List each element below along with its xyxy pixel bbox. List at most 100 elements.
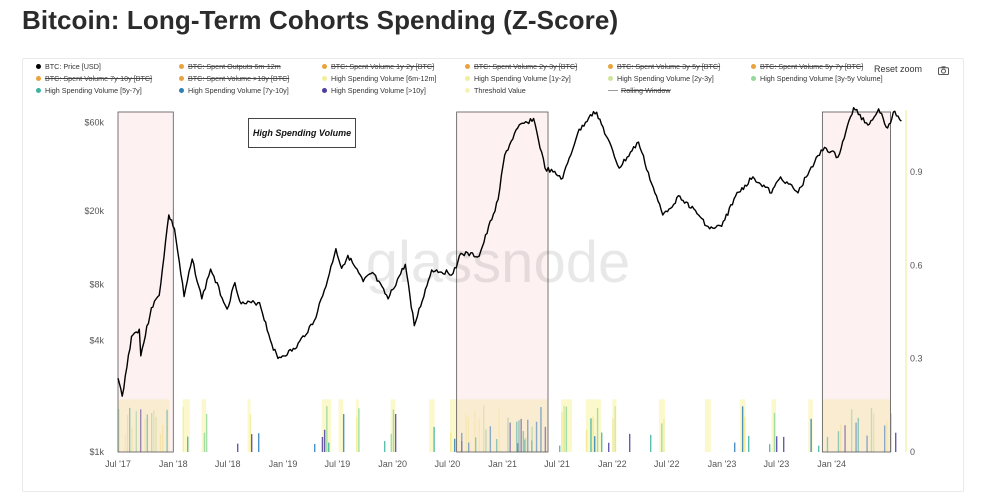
spending-bar-105	[818, 445, 820, 452]
y-tick-label-3: $20k	[84, 206, 104, 216]
spending-bar-39	[498, 407, 500, 452]
spending-bar-70	[839, 424, 842, 452]
spending-bar-21	[323, 429, 326, 452]
spending-bar-50	[540, 407, 542, 452]
y-axis-left: $1k $4k $8k $20k $60k	[84, 117, 104, 457]
y-right-tick-label-2: 0.6	[910, 260, 923, 270]
legend-label: High Spending Volume [3y-5y Volume]	[760, 74, 883, 83]
spending-bar-40	[507, 417, 509, 452]
x-tick-label-4: Jul '19	[324, 459, 350, 469]
legend-item-6[interactable]: BTC: Spent Volume 7y-10y [BTC]	[36, 74, 152, 83]
legend-item-12[interactable]: High Spending Volume [5y-7y]	[36, 86, 142, 95]
legend-label: Rolling Window	[621, 86, 671, 95]
y-right-tick-label-1: 0.3	[910, 354, 923, 364]
legend-swatch	[608, 64, 613, 69]
x-tick-label-9: Jan '22	[598, 459, 627, 469]
legend-item-7[interactable]: BTC: Spent Volume >10y [BTC]	[179, 74, 289, 83]
legend-item-5[interactable]: BTC: Spent Volume 5y-7y [BTC]	[751, 62, 863, 71]
legend-item-0[interactable]: BTC: Price [USD]	[36, 62, 101, 71]
spending-bar-32	[465, 414, 467, 452]
legend-item-1[interactable]: BTC: Spent Outputs 6m-12m	[179, 62, 281, 71]
spending-bar-101	[734, 442, 736, 452]
legend-item-11[interactable]: High Spending Volume [3y-5y Volume]	[751, 74, 883, 83]
spending-bar-38	[489, 426, 492, 452]
spending-bar-47	[527, 419, 529, 452]
legend-item-8[interactable]: High Spending Volume [6m-12m]	[322, 74, 436, 83]
spending-bar-22	[326, 406, 328, 452]
spending-bar-65	[773, 412, 776, 452]
spending-bar-23	[342, 414, 345, 452]
x-tick-label-8: Jul '21	[544, 459, 570, 469]
spending-bar-55	[585, 429, 588, 452]
legend-item-15[interactable]: Threshold Value	[465, 86, 526, 95]
reset-zoom-button[interactable]: Reset zoom	[874, 64, 923, 74]
y-tick-label-2: $8k	[89, 280, 104, 290]
threshold-band-12	[612, 399, 617, 452]
legend-label: High Spending Volume [2y-3y]	[617, 74, 714, 83]
spending-bar-17	[203, 432, 206, 452]
legend-item-16[interactable]: Rolling Window	[608, 86, 671, 95]
spending-bar-81	[237, 443, 239, 452]
spending-bar-63	[741, 406, 744, 452]
x-tick-label-5: Jan '20	[378, 459, 407, 469]
chart-legend: BTC: Price [USD] BTC: Spent Outputs 6m-12…	[36, 62, 896, 98]
legend-swatch	[751, 64, 756, 69]
spending-bar-28	[394, 413, 397, 452]
legend-item-4[interactable]: BTC: Spent Volume 3y-5y [BTC]	[608, 62, 720, 71]
legend-item-13[interactable]: High Spending Volume [7y-10y]	[179, 86, 289, 95]
x-tick-label-7: Jan '21	[488, 459, 517, 469]
spending-volume-bars	[118, 405, 897, 452]
spending-bar-75	[866, 435, 868, 452]
spending-bar-20	[321, 436, 324, 452]
spending-bar-66	[775, 436, 778, 452]
spending-bar-71	[844, 425, 846, 452]
legend-label: High Spending Volume [1y-2y]	[474, 74, 571, 83]
legend-swatch	[751, 76, 756, 81]
spending-bar-96	[594, 436, 596, 452]
y-right-tick-label-0: 0	[910, 447, 915, 457]
spending-bar-103	[769, 444, 771, 452]
x-tick-label-13: Jan '24	[817, 459, 846, 469]
spending-bar-52	[561, 411, 563, 452]
legend-label: BTC: Spent Volume 5y-7y [BTC]	[760, 62, 864, 71]
legend-swatch	[465, 76, 470, 81]
spending-bar-42	[516, 421, 518, 452]
legend-item-9[interactable]: High Spending Volume [1y-2y]	[465, 74, 571, 83]
threshold-band-5	[338, 399, 344, 452]
legend-swatch	[179, 88, 184, 93]
spending-bar-24	[355, 417, 358, 452]
legend-swatch	[36, 76, 41, 81]
spending-bar-25	[358, 408, 360, 452]
legend-label: BTC: Spent Outputs 6m-12m	[188, 62, 281, 71]
spending-bar-35	[478, 418, 481, 452]
legend-item-2[interactable]: BTC: Spent Volume 1y-2y [BTC]	[322, 62, 434, 71]
legend-item-3[interactable]: BTC: Spent Volume 2y-3y [BTC]	[465, 62, 577, 71]
spending-bar-11	[155, 416, 157, 452]
spending-bar-7	[144, 419, 146, 452]
spending-bar-30	[450, 432, 452, 452]
legend-item-10[interactable]: High Spending Volume [2y-3y]	[608, 74, 714, 83]
spending-bar-73	[855, 422, 857, 452]
legend-label: High Spending Volume [7y-10y]	[188, 86, 289, 95]
threshold-band-14	[704, 399, 711, 452]
legend-swatch	[465, 64, 470, 69]
legend-label: BTC: Spent Volume >10y [BTC]	[188, 74, 290, 83]
spending-bar-99	[629, 433, 631, 452]
threshold-band-8	[429, 399, 435, 452]
spending-bar-27	[392, 409, 395, 452]
x-tick-label-6: Jul '20	[434, 459, 460, 469]
x-tick-label-12: Jul '23	[764, 459, 790, 469]
x-tick-label-3: Jan '19	[269, 459, 298, 469]
camera-icon[interactable]	[938, 66, 949, 75]
spending-bar-51	[544, 426, 547, 452]
highlight-period-2	[821, 111, 891, 453]
legend-label: Threshold Value	[474, 86, 526, 95]
spending-bar-46	[524, 437, 527, 452]
spending-bar-44	[520, 418, 522, 452]
legend-label: BTC: Spent Volume 1y-2y [BTC]	[331, 62, 435, 71]
spending-bar-60	[614, 406, 616, 452]
legend-item-14[interactable]: High Spending Volume [>10y]	[322, 86, 426, 95]
spending-bar-16	[187, 436, 189, 452]
page-title: Bitcoin: Long-Term Cohorts Spending (Z-S…	[22, 5, 619, 35]
spending-bar-77	[872, 413, 875, 452]
